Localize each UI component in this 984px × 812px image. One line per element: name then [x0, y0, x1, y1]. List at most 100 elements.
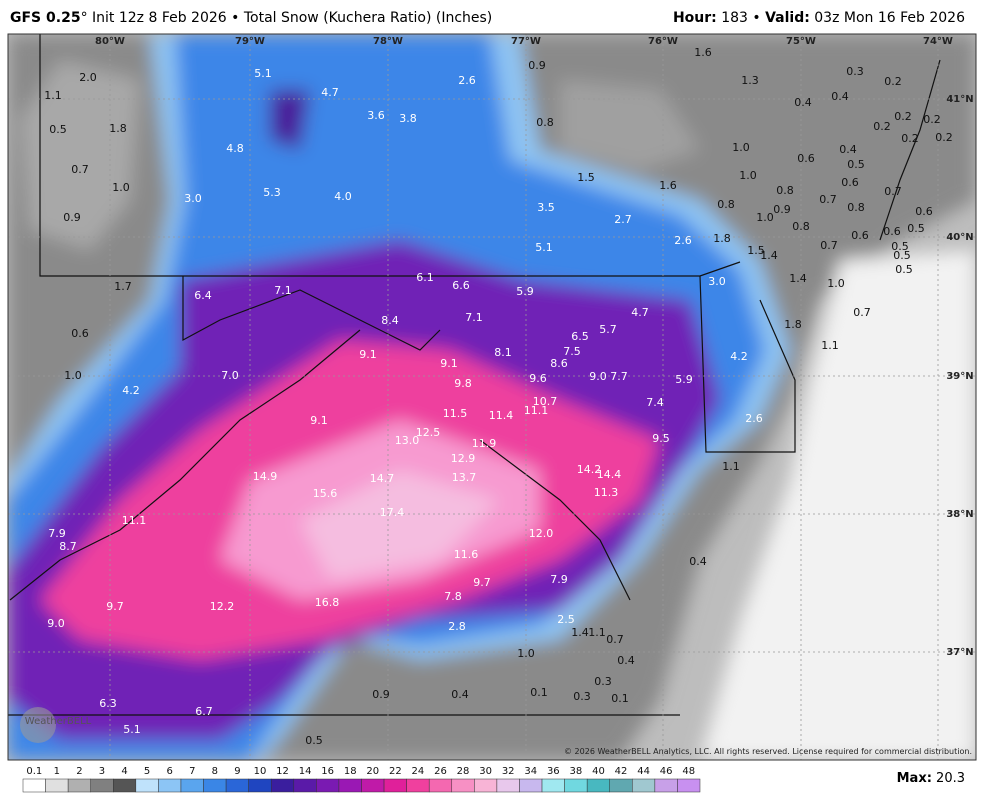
legend-swatch — [496, 778, 520, 793]
legend-swatch — [225, 778, 249, 793]
snow-value: 12.0 — [529, 527, 554, 540]
legend-swatch — [22, 778, 46, 793]
snow-value: 6.6 — [452, 279, 470, 292]
legend-swatch — [45, 778, 69, 793]
snow-value: 17.4 — [380, 506, 405, 519]
legend-swatch — [316, 778, 340, 793]
snow-value: 0.4 — [831, 90, 849, 103]
snow-value: 0.2 — [935, 131, 953, 144]
legend-label: 7 — [189, 766, 195, 777]
snow-value: 3.5 — [537, 201, 555, 214]
snow-value: 4.2 — [730, 350, 748, 363]
snow-value: 9.7 — [473, 576, 491, 589]
snow-value: 0.9 — [773, 203, 791, 216]
legend-swatch — [67, 778, 91, 793]
copyright: © 2026 WeatherBELL Analytics, LLC. All r… — [564, 747, 972, 756]
snow-value: 0.6 — [797, 152, 815, 165]
snow-value: 0.9 — [372, 688, 390, 701]
legend-label: 9 — [234, 766, 240, 777]
legend-label: 14 — [299, 766, 312, 777]
snow-value: 9.0 — [47, 617, 65, 630]
snow-value: 7.5 — [563, 345, 581, 358]
legend-swatch — [677, 778, 701, 793]
snow-value: 0.2 — [901, 132, 919, 145]
snow-value: 5.9 — [675, 373, 693, 386]
snow-value: 9.1 — [440, 357, 458, 370]
snow-value: 5.1 — [535, 241, 553, 254]
snow-value: 7.0 — [221, 369, 239, 382]
snow-value: 6.7 — [195, 705, 213, 718]
snow-value: 0.3 — [846, 65, 864, 78]
snow-value: 12.5 — [416, 426, 441, 439]
latitude-label: 39°N — [946, 371, 973, 382]
snow-value: 1.1 — [44, 89, 62, 102]
snow-value: 0.6 — [851, 229, 869, 242]
max: Max: 20.3 — [897, 771, 965, 786]
snow-value: 2.0 — [79, 71, 97, 84]
legend-swatch — [158, 778, 182, 793]
snow-value: 0.2 — [884, 75, 902, 88]
snow-value: 1.0 — [827, 277, 845, 290]
snow-value: 0.6 — [71, 327, 89, 340]
snow-value: 1.1 — [722, 460, 740, 473]
legend-swatch — [519, 778, 543, 793]
snow-value: 11.3 — [594, 486, 619, 499]
snow-value: 1.4 — [571, 626, 589, 639]
snow-value: 0.4 — [451, 688, 469, 701]
snow-value: 2.7 — [614, 213, 632, 226]
longitude-label: 74°W — [923, 36, 953, 47]
snow-value: 1.0 — [756, 211, 774, 224]
snow-value: 3.0 — [708, 275, 726, 288]
snow-value: 5.7 — [599, 323, 617, 336]
longitude-label: 80°W — [95, 36, 125, 47]
legend-swatch — [180, 778, 204, 793]
snow-value: 1.8 — [109, 122, 127, 135]
snow-value: 1.0 — [732, 141, 750, 154]
snow-value: 0.5 — [49, 123, 67, 136]
legend-swatch — [270, 778, 295, 793]
snow-value: 2.6 — [745, 412, 763, 425]
snow-value: 1.0 — [112, 181, 130, 194]
legend-swatch — [361, 778, 385, 793]
snow-value: 0.5 — [907, 222, 925, 235]
snow-value: 4.2 — [122, 384, 140, 397]
snow-value: 15.6 — [313, 487, 338, 500]
legend-label: 0.1 — [26, 766, 42, 777]
snow-value: 13.7 — [452, 471, 477, 484]
snow-value: 8.4 — [381, 314, 399, 327]
snow-value: 7.7 — [610, 370, 628, 383]
snow-value: 11.6 — [454, 548, 479, 561]
legend-label: 36 — [547, 766, 560, 777]
snow-value: 14.9 — [253, 470, 278, 483]
snow-value: 8.6 — [550, 357, 568, 370]
snow-value: 2.6 — [674, 234, 692, 247]
latitude-label: 38°N — [946, 509, 973, 520]
snow-value: 0.3 — [594, 675, 612, 688]
snow-value: 1.8 — [784, 318, 802, 331]
snow-value: 1.0 — [517, 647, 535, 660]
snow-value: 2.6 — [458, 74, 476, 87]
snow-value: 8.1 — [494, 346, 512, 359]
legend-swatch — [135, 778, 159, 793]
snow-value: 3.0 — [184, 192, 202, 205]
snow-value: 0.4 — [794, 96, 812, 109]
snow-value: 1.4 — [789, 272, 807, 285]
snow-value: 12.9 — [451, 452, 476, 465]
snow-value: 1.5 — [577, 171, 595, 184]
snow-value: 0.1 — [530, 686, 548, 699]
legend-swatch — [113, 778, 137, 793]
snow-value: 12.2 — [210, 600, 235, 613]
map: 80°W 79°W 78°W 77°W 76°W 75°W 74°W 41°N 40°N 39°N… — [8, 34, 976, 760]
snow-value: 0.6 — [883, 225, 901, 238]
snow-value: 0.5 — [893, 249, 911, 262]
snow-value: 0.7 — [884, 185, 902, 198]
snow-value: 4.0 — [334, 190, 352, 203]
longitude-label: 75°W — [786, 36, 816, 47]
snow-value: 0.6 — [841, 176, 859, 189]
legend-label: 32 — [502, 766, 515, 777]
legend-label: 26 — [434, 766, 447, 777]
snow-value: 9.8 — [454, 377, 472, 390]
snow-value: 0.5 — [847, 158, 865, 171]
legend-swatch — [632, 778, 656, 793]
legend-label: 8 — [212, 766, 218, 777]
